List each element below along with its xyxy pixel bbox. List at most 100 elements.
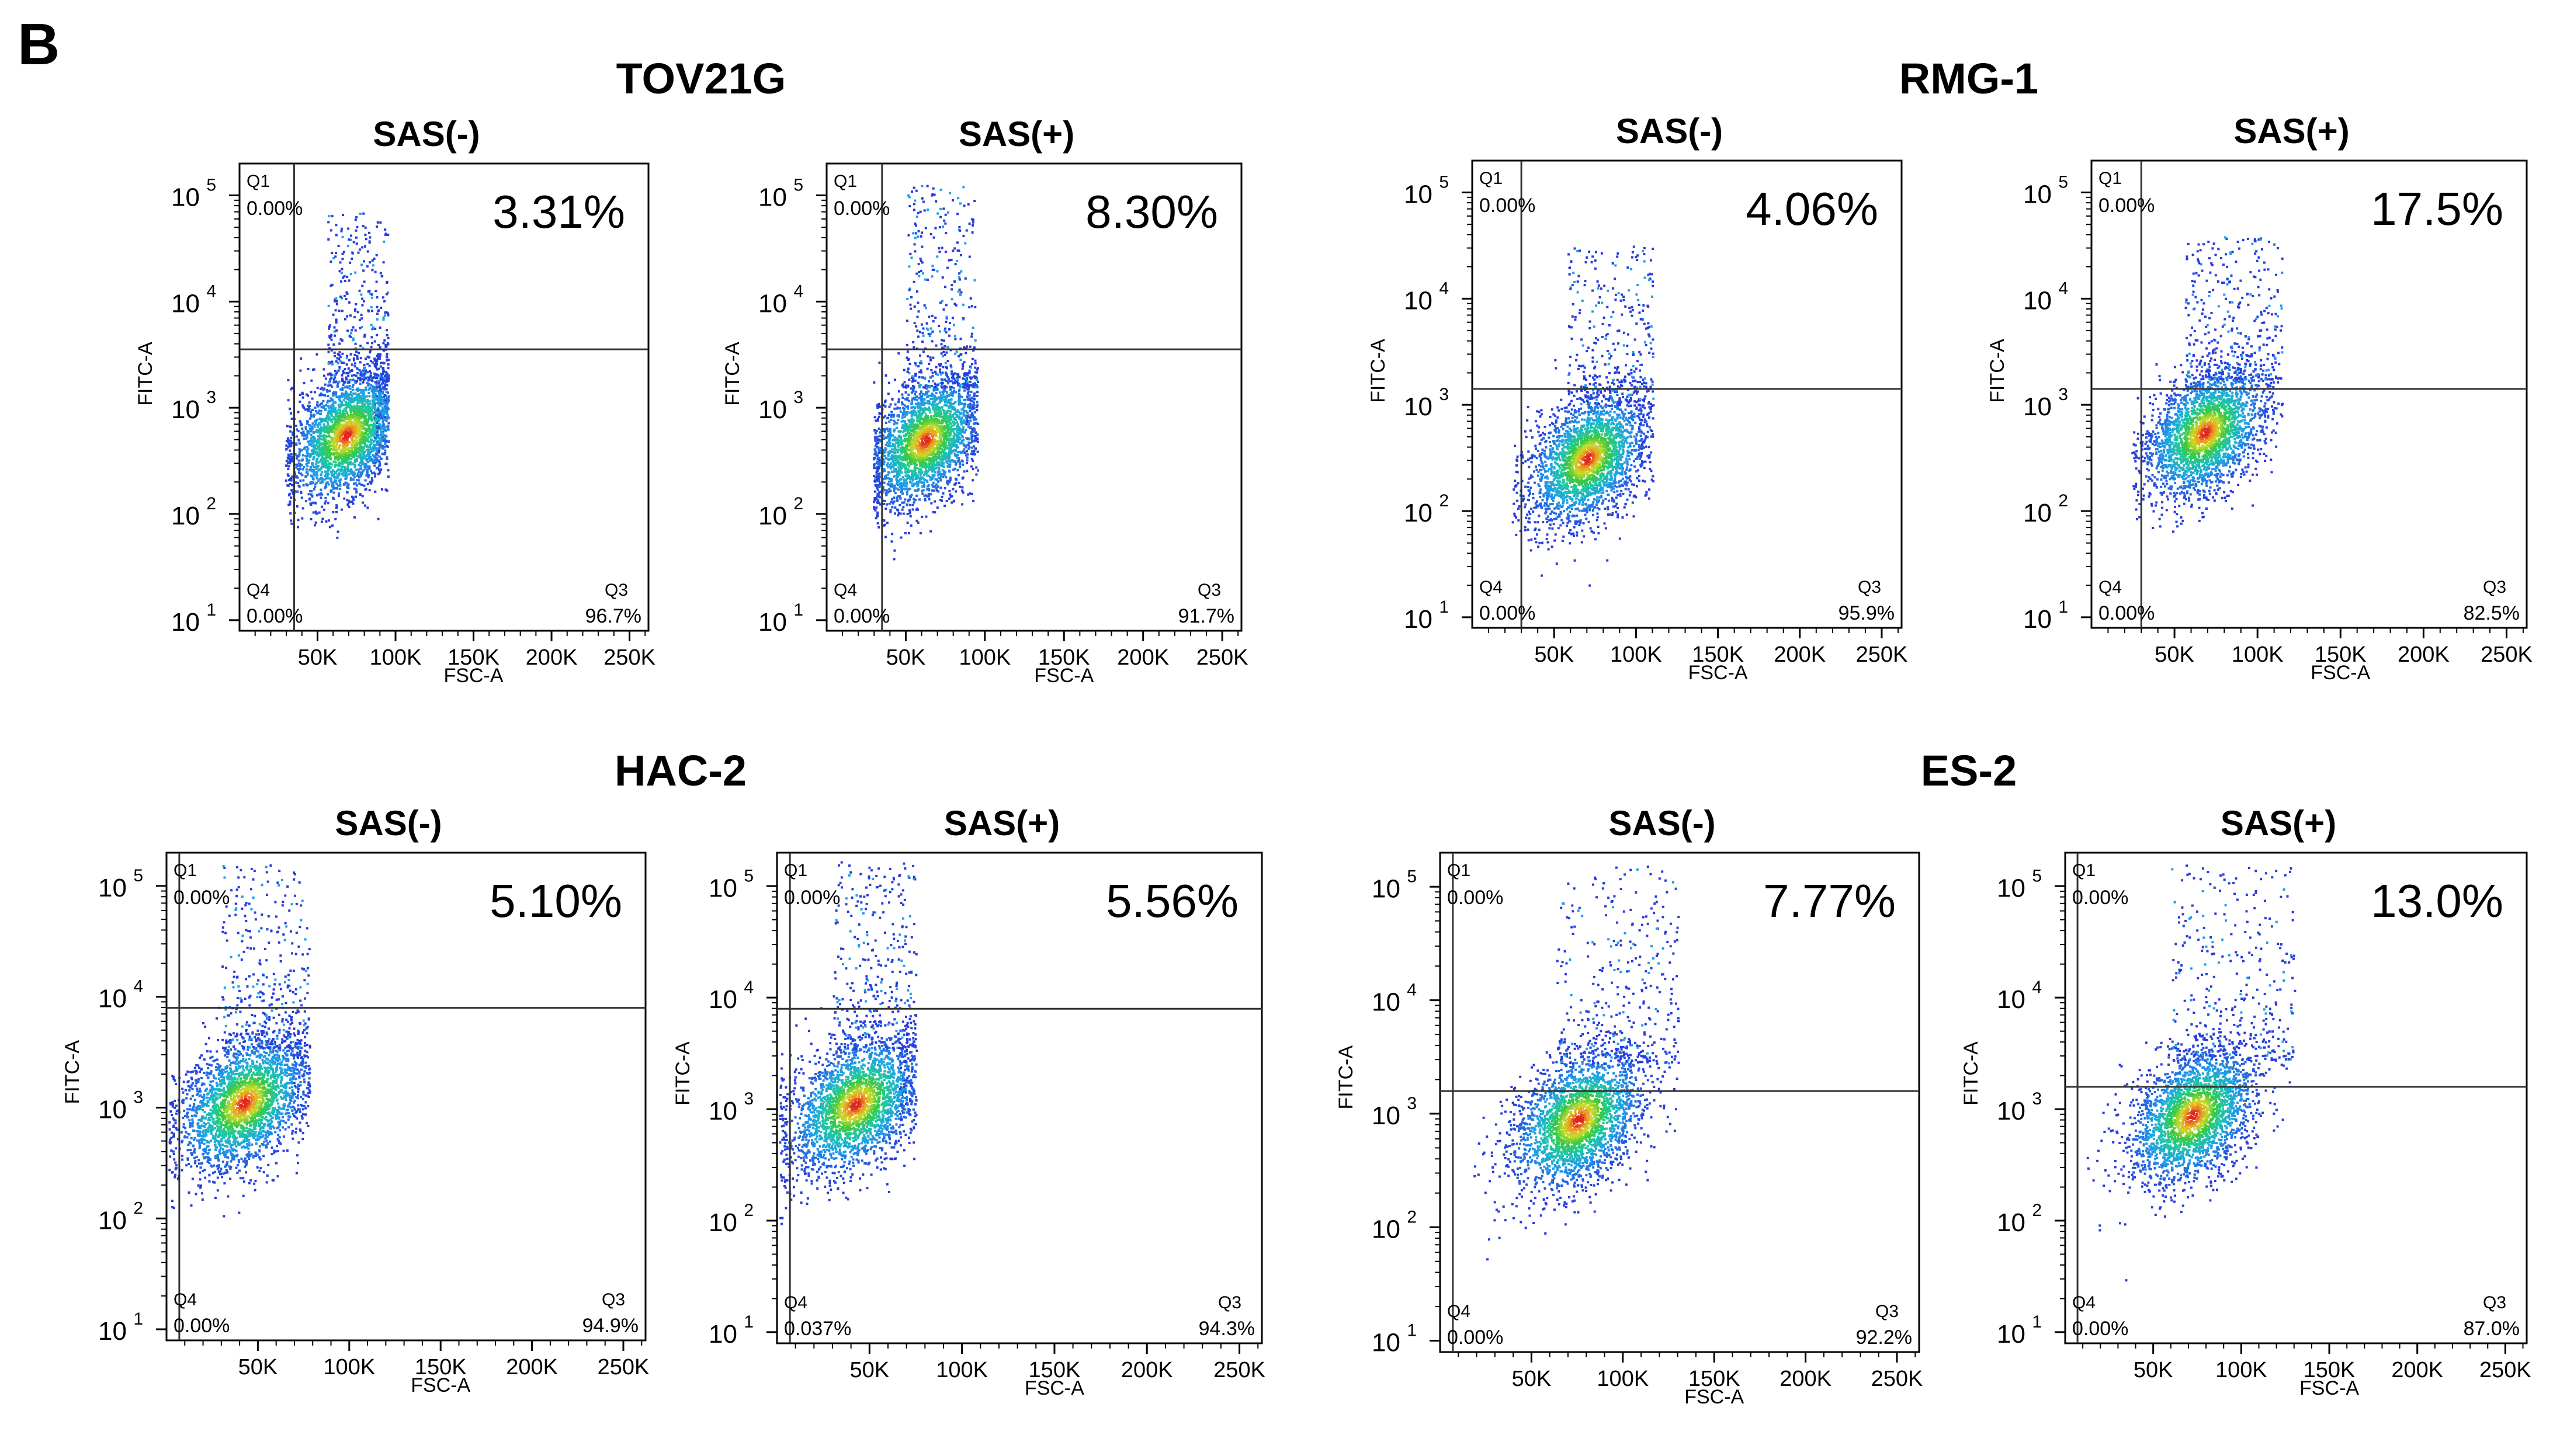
scatter-point [375, 366, 377, 369]
scatter-point [315, 429, 318, 432]
scatter-point [382, 342, 384, 345]
scatter-point [305, 500, 307, 502]
scatter-point [287, 454, 290, 456]
scatter-point [371, 480, 373, 482]
scatter-point [362, 463, 364, 465]
scatter-point [365, 357, 367, 360]
scatter-point [331, 524, 334, 527]
scatter-point [386, 353, 388, 355]
scatter-point [341, 463, 344, 465]
scatter-point [364, 433, 366, 435]
scatter-point [301, 428, 303, 430]
scatter-point [344, 461, 346, 464]
scatter-point [313, 472, 315, 475]
scatter-point [308, 405, 311, 407]
scatter-point [286, 484, 289, 487]
scatter-point [306, 394, 308, 396]
scatter-point [346, 487, 348, 489]
scatter-point [327, 395, 329, 397]
scatter-point [289, 408, 291, 410]
scatter-point [300, 424, 302, 426]
scatter-point [327, 423, 329, 425]
scatter-point [328, 406, 331, 409]
scatter-point [381, 375, 383, 377]
scatter-point [325, 460, 327, 462]
scatter-point [304, 455, 307, 457]
scatter-point [384, 405, 386, 408]
scatter-point [322, 400, 324, 402]
scatter-point [348, 473, 350, 475]
scatter-point [299, 463, 301, 465]
scatter-point [295, 443, 297, 446]
scatter-point [351, 363, 353, 366]
scatter-point [348, 385, 351, 387]
scatter-point [369, 400, 371, 402]
scatter-point [374, 491, 376, 493]
scatter-point [288, 494, 290, 496]
scatter-point [306, 468, 308, 471]
scatter-point [362, 447, 364, 449]
scatter-point [345, 482, 347, 484]
scatter-point [360, 357, 362, 359]
scatter-point [377, 473, 380, 475]
scatter-point [325, 378, 327, 380]
scatter-point [338, 495, 340, 497]
scatter-point [290, 523, 293, 525]
scatter-point [315, 448, 318, 450]
scatter-point [306, 452, 308, 454]
scatter-point [298, 439, 300, 442]
scatter-point [364, 505, 366, 507]
scatter-point [332, 449, 335, 451]
scatter-point [320, 421, 322, 423]
scatter-point [290, 489, 293, 491]
scatter-point [387, 427, 389, 429]
scatter-point [320, 410, 322, 412]
scatter-point [302, 454, 304, 457]
scatter-point [287, 440, 289, 443]
scatter-point [307, 368, 310, 370]
scatter-point [377, 518, 380, 520]
scatter-point [325, 500, 327, 502]
scatter-point [352, 435, 354, 437]
scatter-point [367, 474, 370, 477]
scatter-point [326, 391, 328, 393]
scatter-point [298, 469, 300, 471]
scatter-point [355, 496, 357, 498]
scatter-point [327, 502, 329, 504]
condition-title: SAS(-) [373, 114, 480, 154]
scatter-point [287, 437, 289, 440]
scatter-point [355, 350, 358, 353]
scatter-point [336, 537, 338, 539]
scatter-point [303, 437, 305, 440]
scatter-point [301, 468, 304, 471]
scatter-point [380, 362, 382, 364]
scatter-point [314, 446, 316, 448]
cell-line-title: TOV21G [616, 54, 786, 103]
scatter-point [306, 457, 308, 460]
scatter-point [352, 478, 355, 481]
scatter-point [372, 392, 374, 394]
scatter-point [362, 495, 364, 498]
scatter-point [290, 519, 292, 522]
scatter-point [336, 396, 338, 398]
scatter-point [327, 473, 329, 475]
scatter-point [300, 460, 303, 462]
scatter-point [351, 454, 353, 457]
scatter-point [361, 415, 363, 418]
scatter-point [321, 402, 323, 405]
scatter-point [350, 477, 352, 479]
scatter-point [366, 474, 368, 477]
scatter-point [301, 496, 303, 499]
scatter-point [362, 502, 364, 504]
scatter-point [367, 392, 370, 394]
scatter-point [331, 439, 333, 442]
scatter-point [339, 423, 342, 426]
scatter-point [332, 498, 335, 500]
scatter-point [318, 409, 320, 412]
scatter-point [359, 345, 362, 347]
scatter-point [289, 503, 291, 505]
scatter-point [379, 456, 381, 458]
scatter-point [386, 356, 388, 359]
scatter-point [333, 492, 335, 494]
scatter-point [299, 370, 301, 372]
